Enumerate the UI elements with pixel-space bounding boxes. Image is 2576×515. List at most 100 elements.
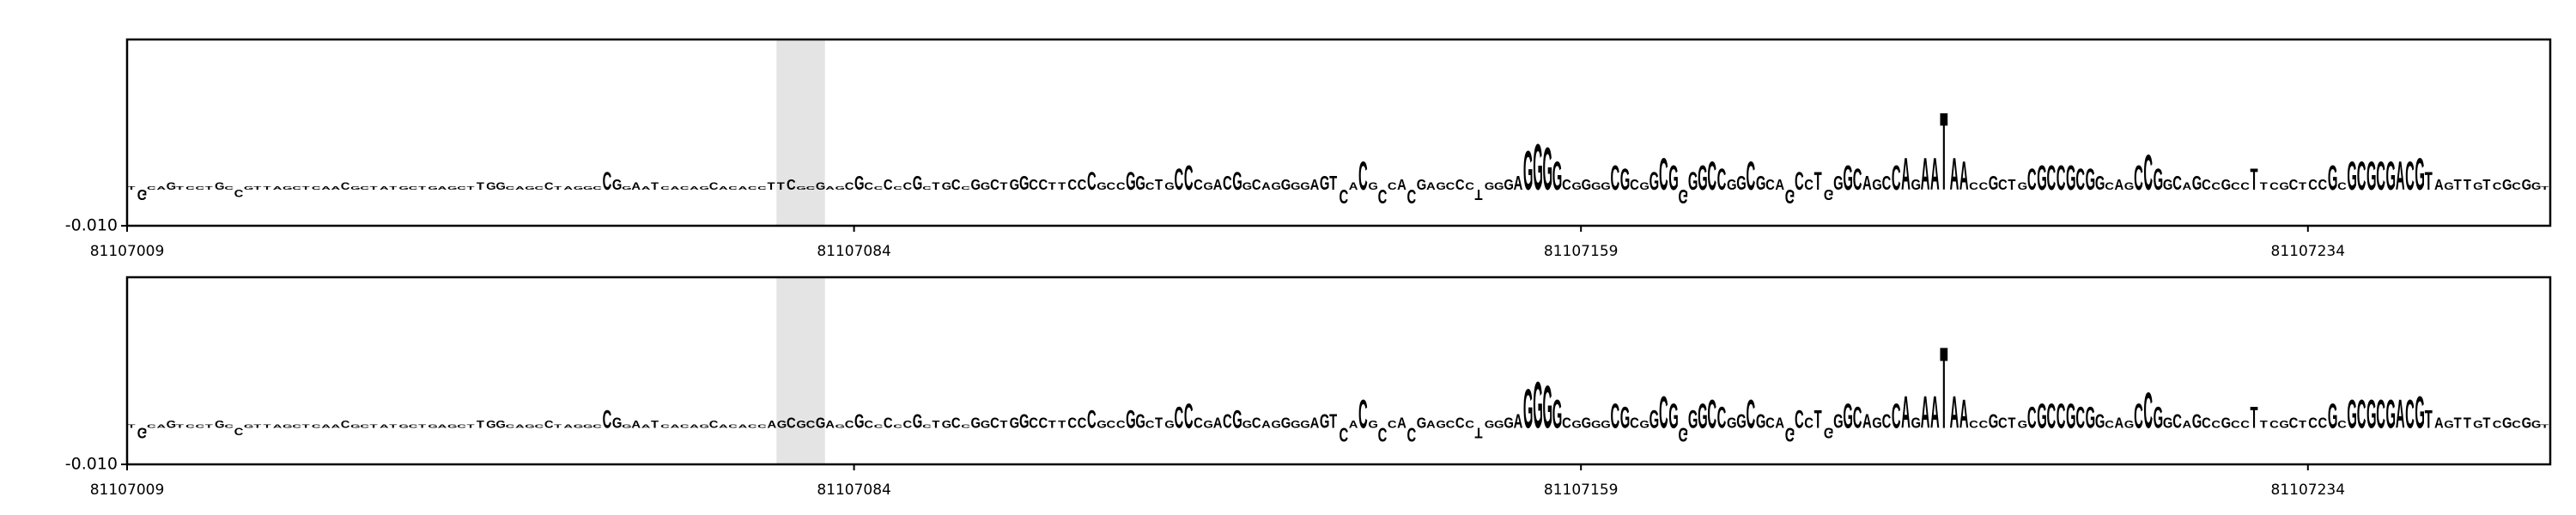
logo-letter: G bbox=[1785, 423, 1795, 445]
logo-letter: A bbox=[2396, 154, 2405, 198]
logo-letter: C bbox=[195, 424, 204, 429]
logo-letter: C bbox=[922, 185, 932, 191]
logo-letter: A bbox=[2434, 177, 2444, 193]
logo-letter: A bbox=[2434, 415, 2444, 431]
logo-letter: C bbox=[884, 415, 893, 431]
logo-letter: C bbox=[1194, 415, 1203, 431]
logo-letter: C bbox=[806, 185, 816, 191]
logo-letter: T bbox=[253, 185, 261, 191]
logo-letter: G bbox=[137, 424, 148, 440]
logo-letter: G bbox=[1591, 180, 1601, 191]
logo-letter: G bbox=[1872, 177, 1882, 193]
logo-letter: G bbox=[1271, 180, 1281, 191]
logo-letter: C bbox=[1067, 415, 1077, 431]
logo-letter: C bbox=[1039, 177, 1048, 193]
plot-frame bbox=[125, 276, 2552, 466]
logo-letter: C bbox=[2337, 419, 2347, 430]
logo-letter: C bbox=[506, 424, 515, 429]
logo-letter: C bbox=[224, 424, 234, 429]
logo-letter: C bbox=[1145, 180, 1155, 191]
logo-letter: G bbox=[1281, 415, 1291, 431]
logo-letter: C bbox=[1611, 396, 1620, 436]
logo-letter: G bbox=[1989, 410, 1999, 433]
logo-letter: C bbox=[2143, 145, 2153, 202]
logo-letter: G bbox=[2086, 163, 2096, 197]
logo-letter: G bbox=[2154, 400, 2164, 434]
logo-letter: G bbox=[1843, 158, 1853, 198]
logo-letter: C bbox=[234, 426, 244, 437]
logo-letter: G bbox=[2473, 180, 2483, 191]
logo-letter: G bbox=[913, 410, 923, 433]
logo-letter: C bbox=[603, 405, 612, 433]
logo-letter: G bbox=[2163, 177, 2173, 193]
logo-letter: T bbox=[467, 424, 475, 429]
logo-letter: C bbox=[592, 424, 602, 429]
logo-letter: A bbox=[331, 185, 340, 191]
logo-letter: G bbox=[796, 185, 806, 191]
logo-letter: A bbox=[380, 185, 389, 191]
logo-letter: C bbox=[2075, 400, 2085, 434]
logo-letter: C bbox=[2512, 419, 2521, 430]
logo-letter: G bbox=[1504, 177, 1514, 193]
logo-letter: A bbox=[631, 419, 641, 430]
logo-letter: T bbox=[1474, 424, 1482, 440]
logo-letter: A bbox=[671, 185, 680, 191]
logo-letter: C bbox=[147, 424, 156, 429]
logo-letter: T bbox=[1155, 415, 1163, 431]
logo-letter: A bbox=[1426, 419, 1436, 430]
logo-letter: C bbox=[1562, 415, 1571, 431]
logo-letter: A bbox=[1349, 180, 1358, 191]
logo-letter: G bbox=[1019, 172, 1030, 194]
logo-letter: A bbox=[1950, 388, 1959, 439]
logo-letter: C bbox=[1747, 154, 1756, 198]
logo-letter: A bbox=[2183, 180, 2192, 191]
logo-letter: C bbox=[1882, 172, 1892, 194]
logo-letter: G bbox=[1010, 177, 1020, 193]
logo-letter: T bbox=[777, 180, 786, 191]
logo-letter: A bbox=[1261, 419, 1271, 430]
logo-letter: G bbox=[1533, 130, 1543, 203]
logo-letter: G bbox=[854, 410, 865, 433]
logo-letter: C bbox=[864, 419, 873, 430]
logo-letter: C bbox=[1378, 185, 1388, 207]
logo-letter: G bbox=[525, 185, 535, 191]
logo-letter: G bbox=[981, 419, 991, 430]
logo-letter: G bbox=[137, 185, 148, 202]
logo-letter: C bbox=[1406, 185, 1416, 207]
logo-letter: T bbox=[389, 185, 397, 191]
logo-letter: G bbox=[1485, 180, 1495, 191]
logo-letter: G bbox=[495, 419, 506, 430]
logo-letter: T bbox=[205, 424, 213, 429]
logo-letter: G bbox=[1679, 423, 1689, 445]
logo-letter: C bbox=[2134, 396, 2143, 436]
logo-letter: T bbox=[370, 185, 378, 191]
logo-letter: A bbox=[380, 424, 389, 429]
logo-letter: G bbox=[2124, 419, 2135, 430]
logo-letter: G bbox=[2386, 154, 2397, 198]
logo-letter: G bbox=[2531, 180, 2542, 191]
logo-letter: T bbox=[2454, 415, 2462, 431]
logo-letter: C bbox=[1388, 419, 1397, 430]
logo-letter: C bbox=[2231, 180, 2240, 191]
logo-letter: A bbox=[1775, 415, 1784, 431]
logo-letter: T bbox=[263, 424, 270, 429]
logo-letter: C bbox=[1659, 388, 1668, 439]
logo-letter: G bbox=[1620, 163, 1631, 197]
logo-letter: T bbox=[1048, 180, 1057, 191]
logo-letter: C bbox=[1252, 177, 1261, 193]
logo-letter: C bbox=[1116, 180, 1126, 191]
logo-letter: G bbox=[1533, 368, 1543, 442]
logo-letter: T bbox=[2425, 405, 2433, 433]
logo-letter: G bbox=[283, 424, 293, 429]
logo-letter: C bbox=[1853, 163, 1862, 197]
logo-letter: C bbox=[1378, 423, 1388, 445]
logo-letter: G bbox=[796, 419, 806, 430]
logo-letter: T bbox=[1814, 405, 1822, 433]
logo-letter: G bbox=[942, 419, 952, 430]
logo-letter: C bbox=[893, 185, 902, 191]
logo-letter: G bbox=[167, 180, 177, 191]
logo-letter: C bbox=[1630, 177, 1639, 193]
logo-letter: C bbox=[893, 424, 902, 429]
logo-letter: C bbox=[2134, 158, 2143, 198]
